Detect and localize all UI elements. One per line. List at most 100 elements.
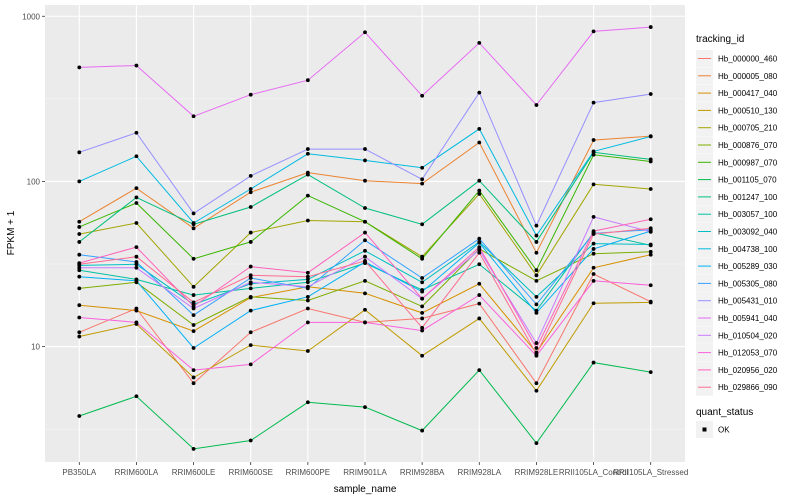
data-point-Hb_020956_020 xyxy=(648,217,653,222)
data-point-Hb_005431_010 xyxy=(477,90,482,95)
data-point-Hb_004738_100 xyxy=(134,154,139,159)
data-point-Hb_005289_030 xyxy=(477,240,482,245)
legend-item: Hb_000417_040 xyxy=(696,84,778,102)
data-point-Hb_004738_100 xyxy=(477,126,482,131)
data-point-Hb_000705_210 xyxy=(591,182,596,187)
data-point-Hb_000510_130 xyxy=(305,349,310,353)
data-point-Hb_000005_080 xyxy=(77,219,82,224)
data-point-Hb_005289_030 xyxy=(420,289,425,294)
data-point-Hb_003092_040 xyxy=(363,248,367,253)
data-point-Hb_000705_210 xyxy=(77,232,82,236)
data-point-Hb_005305_080 xyxy=(248,276,253,280)
data-point-Hb_000000_460 xyxy=(77,330,82,335)
data-point-Hb_001247_100 xyxy=(305,172,310,177)
legend-label: OK xyxy=(718,426,730,435)
data-point-Hb_005941_040 xyxy=(134,63,139,68)
data-point-Hb_000705_210 xyxy=(477,192,482,196)
legend-item: Hb_005941_040 xyxy=(696,309,778,327)
data-point-Hb_003057_100 xyxy=(191,293,196,297)
data-point-Hb_020956_020 xyxy=(534,346,539,350)
legend-label: Hb_000005_080 xyxy=(718,72,778,81)
data-point-Hb_000705_210 xyxy=(648,187,653,191)
data-point-Hb_005289_030 xyxy=(77,274,82,279)
data-point-Hb_000000_460 xyxy=(305,306,310,311)
data-point-Hb_005289_030 xyxy=(191,346,196,350)
legend-label: Hb_010504_020 xyxy=(718,331,778,340)
data-point-Hb_001105_070 xyxy=(534,441,539,446)
legend-item: Hb_004738_100 xyxy=(696,240,778,258)
data-point-Hb_029866_090 xyxy=(134,254,139,259)
x-axis: PB350LA RRIM600LA RRIM600LE RRIM600SE RRIM60… xyxy=(62,462,688,477)
data-point-Hb_001105_070 xyxy=(77,414,82,418)
data-point-Hb_003092_040 xyxy=(648,242,653,247)
legend-item: Hb_000987_070 xyxy=(696,153,778,171)
data-point-Hb_029866_090 xyxy=(191,300,196,305)
legend-label: Hb_005289_030 xyxy=(718,262,778,271)
x-tick-label: RRIM928LA xyxy=(457,468,501,477)
data-point-Hb_012053_070 xyxy=(191,368,196,373)
x-tick-label: RRIM600LE xyxy=(172,468,216,477)
data-point-Hb_000876_070 xyxy=(420,304,425,309)
x-axis-title: sample_name xyxy=(334,484,397,495)
legend-label: Hb_003057_100 xyxy=(718,210,778,219)
data-point-Hb_005431_010 xyxy=(591,100,596,105)
data-point-Hb_000417_040 xyxy=(477,281,482,286)
data-point-Hb_000510_130 xyxy=(248,343,253,348)
legend-item: Hb_000510_130 xyxy=(696,101,778,119)
data-point-Hb_010504_020 xyxy=(363,254,367,259)
data-point-Hb_005941_040 xyxy=(248,92,253,97)
data-point-Hb_000417_040 xyxy=(134,308,139,313)
data-point-Hb_000005_080 xyxy=(134,186,139,191)
data-point-Hb_029866_090 xyxy=(591,232,596,236)
data-point-Hb_010504_020 xyxy=(648,229,653,234)
data-point-Hb_003092_040 xyxy=(420,280,425,285)
data-point-Hb_020956_020 xyxy=(248,264,253,269)
data-point-Hb_000705_210 xyxy=(534,273,539,278)
data-point-Hb_005305_080 xyxy=(420,276,425,280)
data-point-Hb_029866_090 xyxy=(248,273,253,278)
data-point-Hb_001105_070 xyxy=(420,428,425,433)
data-point-Hb_005305_080 xyxy=(77,252,82,257)
data-point-Hb_001105_070 xyxy=(248,438,253,443)
data-point-Hb_012053_070 xyxy=(305,320,310,325)
data-point-Hb_003057_100 xyxy=(248,286,253,291)
data-point-Hb_000876_070 xyxy=(648,249,653,254)
data-point-Hb_000876_070 xyxy=(77,286,82,291)
data-point-Hb_012053_070 xyxy=(134,320,139,325)
data-point-Hb_005941_040 xyxy=(77,65,82,70)
data-point-Hb_004738_100 xyxy=(191,221,196,225)
data-point-Hb_005941_040 xyxy=(420,93,425,98)
data-point-Hb_000705_210 xyxy=(191,284,196,289)
legend-shape-title: quant_status xyxy=(696,407,753,418)
legend-point-swatch xyxy=(702,427,707,432)
legend-label: Hb_000987_070 xyxy=(718,158,778,167)
data-point-Hb_001105_070 xyxy=(477,368,482,373)
data-point-Hb_005941_040 xyxy=(363,30,367,35)
data-point-Hb_010504_020 xyxy=(134,265,139,270)
data-point-Hb_000005_080 xyxy=(534,250,539,255)
data-point-Hb_000417_040 xyxy=(591,265,596,270)
data-point-Hb_005289_030 xyxy=(534,310,539,315)
data-point-Hb_001105_070 xyxy=(363,405,367,409)
data-point-Hb_012053_070 xyxy=(648,283,653,288)
data-point-Hb_001247_100 xyxy=(134,195,139,200)
data-point-Hb_004738_100 xyxy=(305,151,310,156)
legend-item: Hb_012053_070 xyxy=(696,344,778,362)
legend-item: Hb_000000_460 xyxy=(696,50,778,67)
legend-item: Hb_005431_010 xyxy=(696,292,778,310)
data-point-Hb_020956_020 xyxy=(477,245,482,250)
data-point-Hb_029866_090 xyxy=(648,226,653,231)
legend-item: Hb_001105_070 xyxy=(696,171,777,189)
data-point-Hb_000987_070 xyxy=(534,268,539,273)
data-point-Hb_000705_210 xyxy=(134,221,139,225)
data-point-Hb_000510_130 xyxy=(77,334,82,339)
data-point-Hb_000000_460 xyxy=(248,330,253,335)
data-point-Hb_005941_040 xyxy=(191,114,196,119)
data-point-Hb_010504_020 xyxy=(248,280,253,285)
legend-item: Hb_010504_020 xyxy=(696,326,778,344)
legend-item: Hb_003092_040 xyxy=(696,223,778,240)
legend-label: Hb_005305_080 xyxy=(718,279,778,288)
data-point-Hb_004738_100 xyxy=(248,187,253,191)
x-tick-label: RRII105LA_Control xyxy=(559,468,629,477)
data-point-Hb_000005_080 xyxy=(363,178,367,183)
